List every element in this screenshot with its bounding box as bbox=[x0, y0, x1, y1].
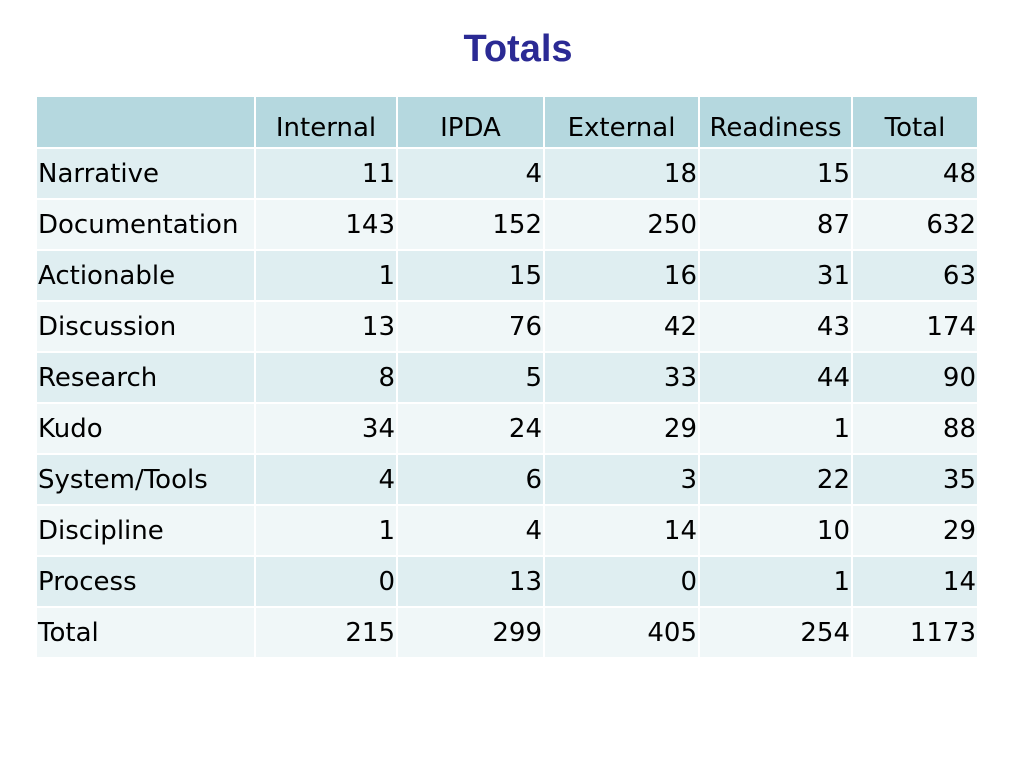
table-row: Actionable 1 15 16 31 63 bbox=[37, 250, 977, 302]
value-cell: 42 bbox=[544, 301, 700, 353]
value-cell: 43 bbox=[699, 301, 853, 353]
value-cell: 14 bbox=[544, 505, 700, 557]
value-cell: 6 bbox=[397, 454, 545, 506]
value-cell: 4 bbox=[397, 505, 545, 557]
value-cell: 152 bbox=[397, 199, 545, 251]
value-cell: 254 bbox=[699, 607, 853, 659]
value-cell: 18 bbox=[544, 148, 700, 200]
value-cell: 250 bbox=[544, 199, 700, 251]
table-row: Total 215 299 405 254 1173 bbox=[37, 607, 977, 659]
row-label-cell: System/Tools bbox=[37, 454, 256, 506]
value-cell: 44 bbox=[699, 352, 853, 404]
value-cell: 14 bbox=[852, 556, 977, 608]
value-cell: 5 bbox=[397, 352, 545, 404]
totals-table: Internal IPDA External Readiness Total N… bbox=[37, 97, 977, 659]
value-cell: 29 bbox=[544, 403, 700, 455]
table-row: Documentation 143 152 250 87 632 bbox=[37, 199, 977, 251]
row-label-cell: Total bbox=[37, 607, 256, 659]
header-cell-external: External bbox=[544, 97, 700, 149]
table-row: System/Tools 4 6 3 22 35 bbox=[37, 454, 977, 506]
value-cell: 0 bbox=[255, 556, 398, 608]
header-cell-internal: Internal bbox=[255, 97, 398, 149]
value-cell: 31 bbox=[699, 250, 853, 302]
value-cell: 4 bbox=[397, 148, 545, 200]
value-cell: 90 bbox=[852, 352, 977, 404]
row-label-cell: Discipline bbox=[37, 505, 256, 557]
value-cell: 35 bbox=[852, 454, 977, 506]
row-label-cell: Kudo bbox=[37, 403, 256, 455]
value-cell: 1173 bbox=[852, 607, 977, 659]
value-cell: 405 bbox=[544, 607, 700, 659]
value-cell: 15 bbox=[699, 148, 853, 200]
value-cell: 11 bbox=[255, 148, 398, 200]
value-cell: 1 bbox=[255, 505, 398, 557]
value-cell: 1 bbox=[255, 250, 398, 302]
value-cell: 143 bbox=[255, 199, 398, 251]
value-cell: 13 bbox=[397, 556, 545, 608]
value-cell: 22 bbox=[699, 454, 853, 506]
value-cell: 87 bbox=[699, 199, 853, 251]
value-cell: 33 bbox=[544, 352, 700, 404]
table-row: Process 0 13 0 1 14 bbox=[37, 556, 977, 608]
table-row: Kudo 34 24 29 1 88 bbox=[37, 403, 977, 455]
row-label-cell: Process bbox=[37, 556, 256, 608]
table-row: Discipline 1 4 14 10 29 bbox=[37, 505, 977, 557]
value-cell: 15 bbox=[397, 250, 545, 302]
value-cell: 299 bbox=[397, 607, 545, 659]
value-cell: 88 bbox=[852, 403, 977, 455]
slide-title: Totals bbox=[463, 28, 573, 70]
header-cell-corner bbox=[37, 97, 256, 149]
value-cell: 1 bbox=[699, 403, 853, 455]
value-cell: 632 bbox=[852, 199, 977, 251]
value-cell: 3 bbox=[544, 454, 700, 506]
row-label-cell: Actionable bbox=[37, 250, 256, 302]
value-cell: 215 bbox=[255, 607, 398, 659]
value-cell: 4 bbox=[255, 454, 398, 506]
value-cell: 63 bbox=[852, 250, 977, 302]
row-label-cell: Research bbox=[37, 352, 256, 404]
table-row: Research 8 5 33 44 90 bbox=[37, 352, 977, 404]
value-cell: 24 bbox=[397, 403, 545, 455]
row-label-cell: Documentation bbox=[37, 199, 256, 251]
value-cell: 0 bbox=[544, 556, 700, 608]
value-cell: 34 bbox=[255, 403, 398, 455]
table-header-row: Internal IPDA External Readiness Total bbox=[37, 97, 977, 149]
header-cell-ipda: IPDA bbox=[397, 97, 545, 149]
header-cell-readiness: Readiness bbox=[699, 97, 853, 149]
row-label-cell: Narrative bbox=[37, 148, 256, 200]
value-cell: 8 bbox=[255, 352, 398, 404]
value-cell: 1 bbox=[699, 556, 853, 608]
header-cell-total: Total bbox=[852, 97, 977, 149]
value-cell: 174 bbox=[852, 301, 977, 353]
value-cell: 48 bbox=[852, 148, 977, 200]
table-row: Narrative 11 4 18 15 48 bbox=[37, 148, 977, 200]
value-cell: 29 bbox=[852, 505, 977, 557]
value-cell: 13 bbox=[255, 301, 398, 353]
value-cell: 76 bbox=[397, 301, 545, 353]
value-cell: 16 bbox=[544, 250, 700, 302]
row-label-cell: Discussion bbox=[37, 301, 256, 353]
value-cell: 10 bbox=[699, 505, 853, 557]
table-row: Discussion 13 76 42 43 174 bbox=[37, 301, 977, 353]
